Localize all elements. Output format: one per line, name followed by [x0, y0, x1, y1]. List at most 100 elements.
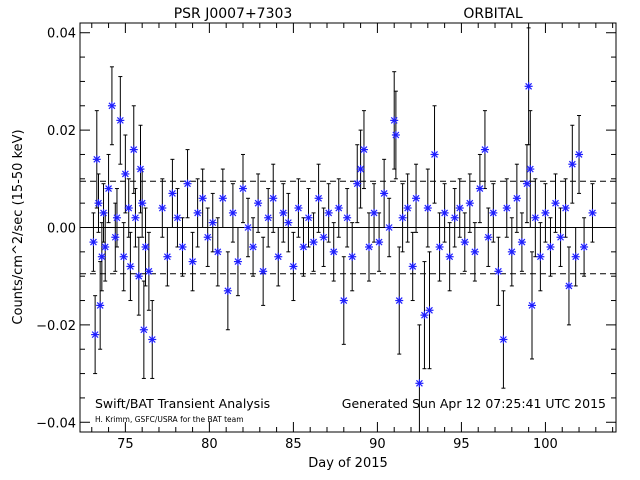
marker-stroke [95, 199, 102, 207]
data-point [259, 267, 268, 276]
data-point [522, 179, 531, 188]
data-point [408, 262, 417, 271]
marker-stroke [557, 233, 564, 241]
marker-stroke [531, 214, 539, 222]
marker-stroke [98, 253, 106, 261]
marker-stroke [518, 238, 526, 246]
marker-stroke [239, 185, 247, 192]
data-point [450, 213, 459, 222]
marker-stroke [274, 253, 282, 261]
x-tick-label: 95 [453, 437, 470, 452]
marker-stroke [101, 243, 109, 251]
data-point [588, 208, 597, 217]
data-point [370, 208, 379, 217]
data-point [129, 145, 138, 154]
data-point [398, 213, 407, 222]
data-point [489, 208, 498, 217]
marker-stroke [289, 263, 297, 270]
x-tick-label: 75 [117, 437, 134, 452]
marker-stroke [580, 243, 588, 251]
data-point [126, 262, 135, 271]
data-point [353, 179, 362, 188]
marker-stroke [476, 185, 484, 192]
marker-stroke [91, 331, 99, 339]
marker-stroke [499, 336, 507, 343]
marker-stroke [224, 287, 232, 295]
marker-stroke [380, 189, 388, 197]
data-point [494, 267, 503, 276]
marker-stroke [572, 253, 580, 261]
marker-stroke [229, 209, 237, 217]
data-point [440, 208, 449, 217]
data-point [134, 272, 143, 281]
data-point [299, 242, 308, 251]
marker-stroke [441, 209, 449, 217]
data-point [107, 101, 116, 110]
data-point [148, 335, 157, 344]
data-point [527, 301, 536, 310]
data-point [484, 233, 493, 242]
data-point [264, 213, 273, 222]
data-point [329, 247, 338, 256]
data-point [568, 160, 577, 169]
data-point [499, 335, 508, 344]
marker-stroke [113, 214, 121, 222]
marker-stroke [575, 151, 583, 158]
data-point [178, 242, 187, 251]
marker-stroke [140, 326, 148, 334]
data-point [309, 238, 318, 247]
data-point [244, 223, 253, 232]
axis-tick-labels: 75 80 85 90 95 100 −0.04 −0.02 0.00 0.02 0.04 [36, 27, 558, 452]
marker-stroke [249, 243, 257, 251]
data-point [375, 238, 384, 247]
marker-stroke [412, 194, 420, 202]
data-point [101, 242, 110, 251]
marker-stroke [542, 209, 549, 217]
marker-stroke [111, 233, 119, 241]
data-point [391, 130, 400, 139]
data-point [116, 116, 125, 125]
data-point [359, 145, 368, 154]
data-point [512, 194, 521, 203]
data-point [517, 238, 526, 247]
data-point [121, 169, 130, 178]
marker-stroke [568, 160, 576, 168]
marker-stroke [494, 267, 502, 275]
marker-stroke [126, 263, 134, 270]
data-point [183, 179, 192, 188]
y-tick-label: 0.02 [47, 124, 76, 139]
data-point [139, 325, 148, 334]
data-point [475, 184, 484, 193]
data-point [284, 218, 293, 227]
marker-stroke [116, 116, 124, 124]
marker-stroke [431, 151, 438, 158]
data-point [561, 204, 570, 213]
marker-stroke [360, 146, 368, 154]
marker-stroke [489, 209, 497, 217]
marker-stroke [390, 116, 398, 124]
x-tick-label: 85 [285, 437, 302, 452]
data-point [541, 208, 550, 217]
marker-stroke [108, 102, 116, 110]
marker-stroke [409, 263, 417, 270]
marker-stroke [481, 146, 489, 154]
marker-stroke [348, 253, 356, 261]
marker-stroke [528, 301, 536, 309]
data-point [571, 252, 580, 261]
data-point [269, 194, 278, 203]
data-point [104, 184, 113, 193]
data-point [334, 204, 343, 213]
marker-stroke [234, 258, 242, 266]
data-point [223, 286, 232, 295]
marker-stroke [194, 209, 202, 217]
marker-stroke [163, 253, 171, 261]
marker-stroke [415, 379, 423, 387]
data-point [385, 223, 394, 232]
marker-stroke [174, 214, 181, 222]
marker-stroke [300, 243, 307, 251]
marker-stroke [184, 180, 191, 188]
data-point [380, 189, 389, 198]
marker-stroke [375, 238, 383, 246]
data-point [531, 213, 540, 222]
annotation-credit: H. Krimm, GSFC/USRA for the BAT team [95, 415, 244, 424]
